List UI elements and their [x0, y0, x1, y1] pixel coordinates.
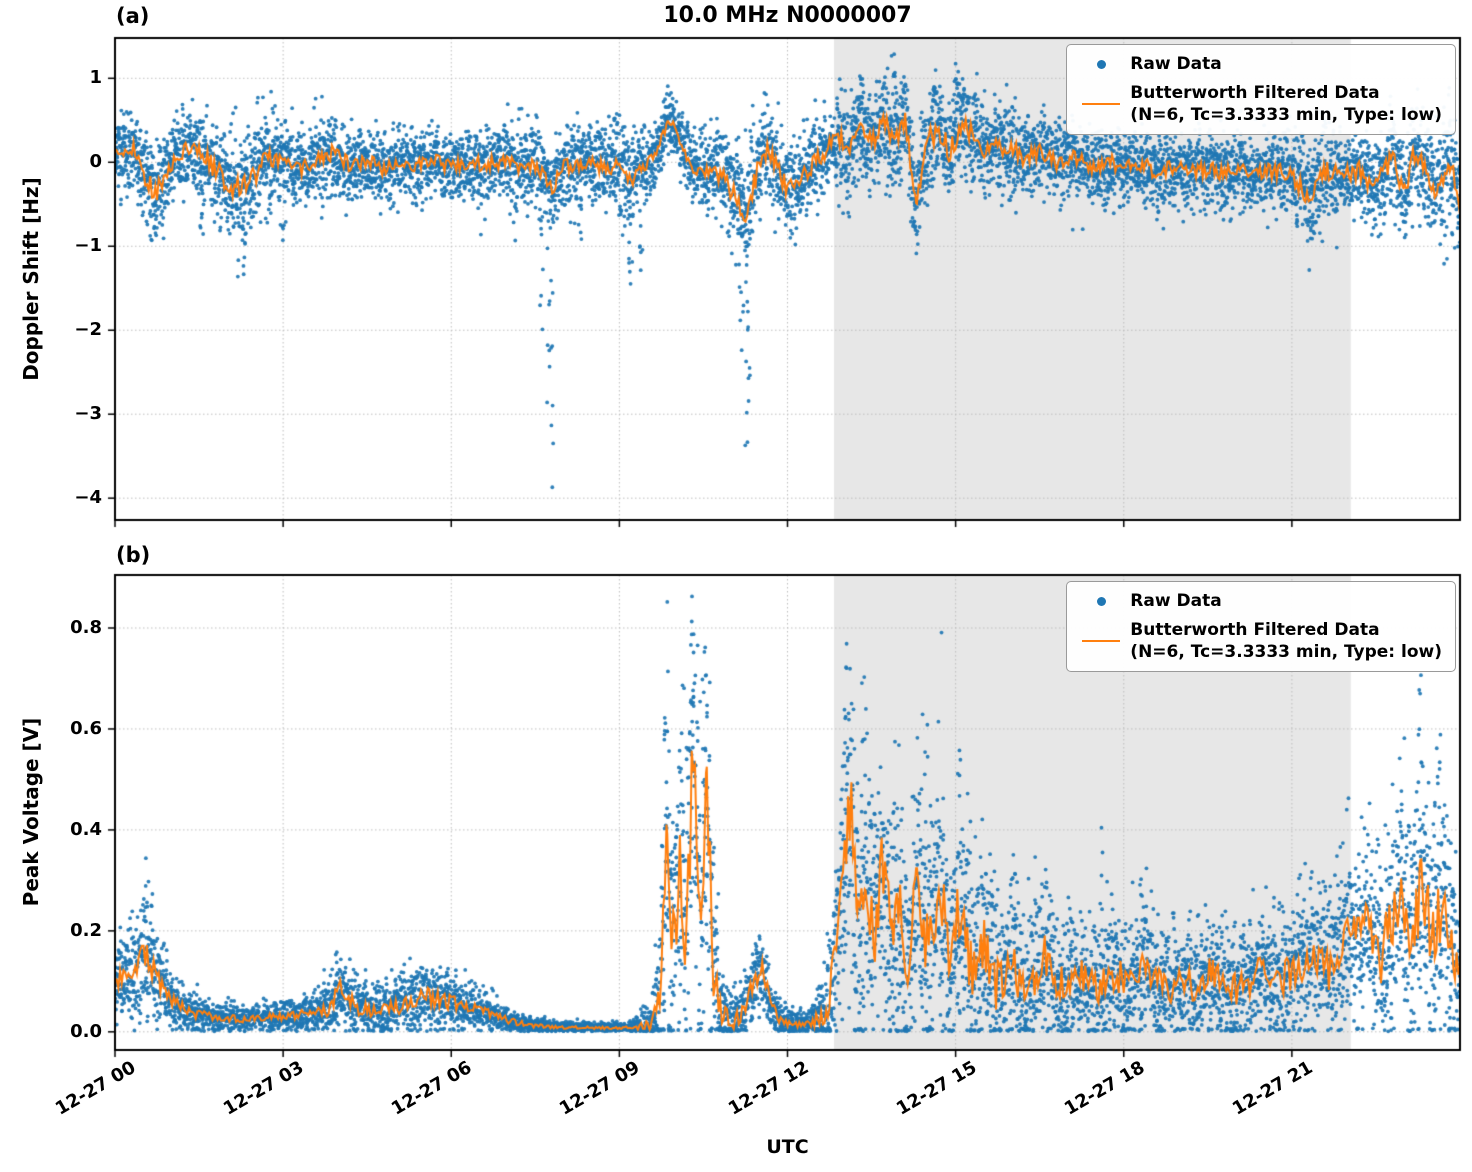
legend-filtered-entry: Butterworth Filtered Data (N=6, Tc=3.333… [1080, 82, 1442, 126]
y-tick-label: 0 [89, 151, 102, 173]
filtered-line-marker-icon [1082, 103, 1121, 106]
y-tick-label: 0.0 [70, 1020, 102, 1042]
legend: Raw Data Butterworth Filtered Data (N=6,… [1066, 581, 1456, 673]
legend-marker-cell [1080, 59, 1122, 69]
y-tick-label: 1 [89, 67, 102, 89]
legend-filtered-entry: Butterworth Filtered Data (N=6, Tc=3.333… [1080, 619, 1442, 663]
legend-marker-cell [1080, 640, 1122, 643]
y-tick-label: −4 [74, 487, 102, 509]
chart-title: 10.0 MHz N0000007 [663, 3, 912, 28]
raw-data-marker-icon [1096, 596, 1106, 606]
legend-filtered-label: Butterworth Filtered Data [1130, 83, 1380, 104]
legend-raw-entry: Raw Data [1080, 590, 1442, 612]
y-tick-label: −3 [74, 403, 102, 425]
legend-filtered-sublabel: (N=6, Tc=3.3333 min, Type: low) [1130, 105, 1442, 126]
legend-raw-label: Raw Data [1130, 591, 1222, 611]
y-tick-label: 0.4 [70, 818, 102, 840]
y-tick-label: 0.6 [70, 717, 102, 739]
legend: Raw Data Butterworth Filtered Data (N=6,… [1066, 44, 1456, 136]
filtered-line-marker-icon [1082, 640, 1121, 643]
panel-a-label: (a) [116, 4, 150, 28]
legend-filtered-label: Butterworth Filtered Data [1130, 620, 1380, 641]
y-tick-label: 0.2 [70, 919, 102, 941]
y-tick-label: −1 [74, 235, 102, 257]
legend-raw-entry: Raw Data [1080, 53, 1442, 75]
legend-marker-cell [1080, 596, 1122, 606]
raw-data-marker-icon [1096, 59, 1106, 69]
y-tick-label: 0.8 [70, 617, 102, 638]
legend-raw-label: Raw Data [1130, 54, 1222, 74]
legend-marker-cell [1080, 103, 1122, 106]
y-tick-label: −2 [74, 319, 102, 341]
x-axis-label: UTC [766, 1136, 809, 1158]
legend-filtered-label-block: Butterworth Filtered Data (N=6, Tc=3.333… [1130, 82, 1442, 126]
legend-filtered-sublabel: (N=6, Tc=3.3333 min, Type: low) [1130, 642, 1442, 663]
y-axis-label-doppler: Doppler Shift [Hz] [19, 177, 43, 381]
legend-filtered-label-block: Butterworth Filtered Data (N=6, Tc=3.333… [1130, 619, 1442, 663]
y-axis-label-voltage: Peak Voltage [V] [19, 717, 43, 907]
panel-b-label: (b) [116, 543, 151, 567]
